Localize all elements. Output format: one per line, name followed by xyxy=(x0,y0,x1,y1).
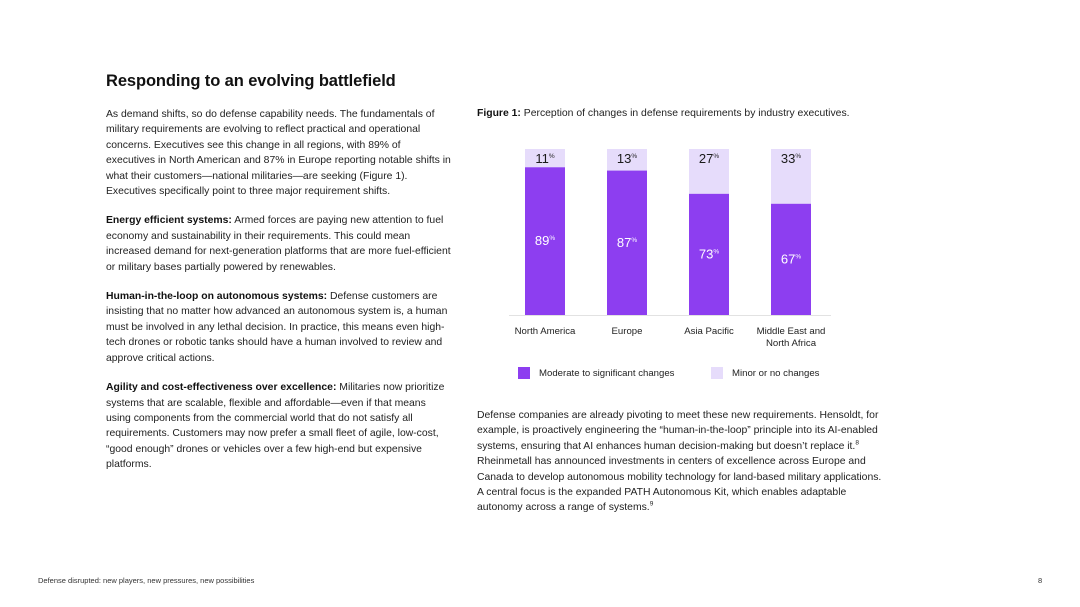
shift-energy-text: Armed forces are paying new attention to… xyxy=(106,215,451,273)
category-label-3-0: Middle East and xyxy=(757,326,826,337)
bar-moderate-1 xyxy=(607,170,647,315)
legend-label-moderate: Moderate to significant changes xyxy=(539,367,675,379)
page-heading: Responding to an evolving battlefield xyxy=(106,72,396,90)
figure-label: Figure 1: xyxy=(477,108,521,119)
bar-minor-1 xyxy=(607,149,647,171)
footnote-ref-9: 9 xyxy=(649,500,654,508)
bar-moderate-0 xyxy=(525,167,565,315)
intro-paragraph: As demand shifts, so do defense capabili… xyxy=(106,109,451,198)
legend-label-minor: Minor or no changes xyxy=(732,367,820,379)
shift-human-loop-title: Human-in-the-loop on autonomous systems: xyxy=(106,291,328,303)
right-paragraph-text-b: Rheinmetall has announced investments in… xyxy=(477,456,882,514)
shift-agility-title: Agility and cost-effectiveness over exce… xyxy=(106,382,337,394)
legend-swatch-minor xyxy=(711,367,723,379)
category-label-0: North America xyxy=(515,326,576,337)
page-number: 8 xyxy=(1038,576,1043,585)
bar-moderate-3 xyxy=(771,203,811,315)
bar-minor-3 xyxy=(771,149,811,204)
shift-energy-title: Energy efficient systems: xyxy=(106,215,232,227)
shift-human-loop-text: Defense customers are insisting that no … xyxy=(106,291,448,364)
shift-human-loop-paragraph: Human-in-the-loop on autonomous systems:… xyxy=(106,289,451,366)
legend-item-minor: Minor or no changes xyxy=(711,367,819,379)
bar-moderate-2 xyxy=(689,193,729,315)
figure-caption-text: Perception of changes in defense require… xyxy=(520,108,850,119)
footnote-ref-8: 8 xyxy=(855,439,859,447)
legend-item-moderate: Moderate to significant changes xyxy=(518,367,674,379)
bar-minor-2 xyxy=(689,149,729,194)
shift-agility-text: Militaries now prioritize systems that a… xyxy=(106,382,445,471)
left-column: As demand shifts, so do defense capabili… xyxy=(106,107,451,487)
shift-agility-paragraph: Agility and cost-effectiveness over exce… xyxy=(106,380,451,472)
shift-energy-paragraph: Energy efficient systems: Armed forces a… xyxy=(106,213,451,275)
figure-caption: Figure 1: Perception of changes in defen… xyxy=(477,108,850,119)
right-paragraph: Defense companies are already pivoting t… xyxy=(477,408,887,516)
category-label-3-1: North Africa xyxy=(766,338,817,349)
legend-swatch-moderate xyxy=(518,367,530,379)
category-label-2: Asia Pacific xyxy=(684,326,734,337)
footer-title: Defense disrupted: new players, new pres… xyxy=(38,576,255,585)
bar-minor-0 xyxy=(525,149,565,168)
category-label-1: Europe xyxy=(612,326,643,337)
right-paragraph-text-a: Defense companies are already pivoting t… xyxy=(477,410,879,452)
stacked-bar-chart: 11%89%North America13%87%Europe27%73%Asi… xyxy=(509,149,831,349)
